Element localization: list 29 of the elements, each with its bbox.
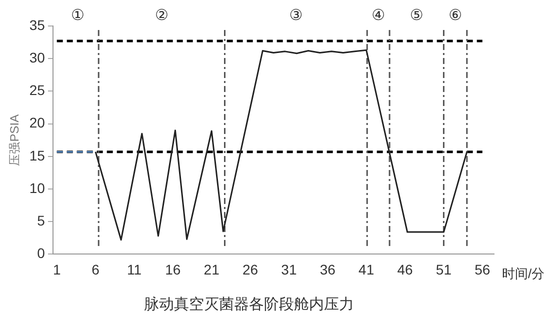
x-tick-label: 26 [242,261,258,278]
x-axis-title: 时间/分 [502,266,545,281]
y-tick-label: 5 [37,212,46,228]
x-tick-label: 51 [436,261,452,278]
x-tick-label: 1 [52,261,61,278]
x-tick-label: 11 [126,261,142,278]
y-tick-label: 25 [29,82,46,98]
x-tick-label: 6 [92,261,100,278]
text: 脉动真空灭菌器各阶段舱内压力 [144,296,354,314]
y-tick-label: 15 [29,147,46,164]
y-axis-title: 压强PSIA [8,114,22,166]
x-tick-label: 36 [320,261,336,278]
text: ② [154,7,168,24]
x-tick-label: 31 [281,261,297,278]
text: ⑤ [410,7,424,24]
y-tick-label: 35 [29,16,46,33]
x-tick-label: 16 [165,261,181,278]
text: ⑥ [448,7,462,24]
x-tick-label: 46 [397,261,414,278]
y-tick-label: 20 [29,114,46,131]
y-tick-label: 0 [37,245,46,262]
text: ① [71,7,84,24]
text: ④ [372,7,386,24]
x-tick-label: 21 [204,261,220,278]
x-tick-label: 41 [358,261,374,278]
text: ③ [289,7,303,24]
y-tick-label: 30 [29,49,46,66]
y-tick-label: 10 [29,180,46,196]
x-tick-label: 56 [474,261,490,278]
